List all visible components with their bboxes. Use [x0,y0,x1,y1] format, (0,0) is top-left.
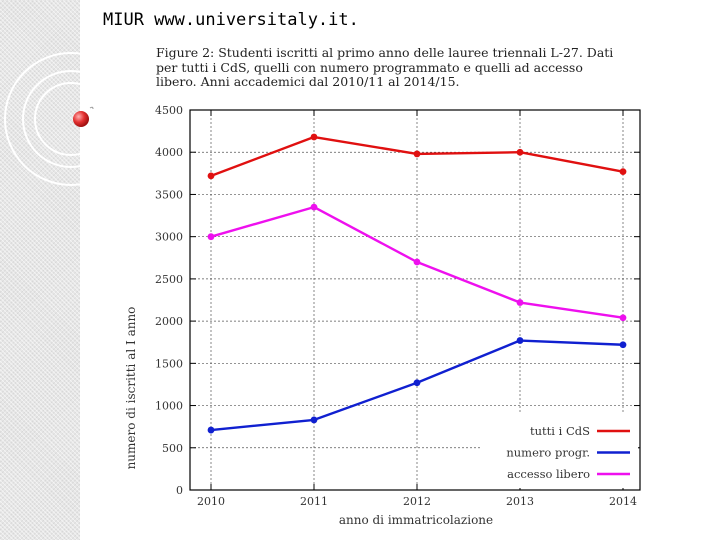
plot-frame [189,109,641,491]
x-tick-label: 2012 [403,495,431,508]
y-tick-label: 2500 [155,273,183,286]
data-point-accesso-libero [207,233,215,241]
data-point-numero-progr [207,426,215,434]
data-point-tutti-i-cds [619,168,627,176]
x-tick-label: 2011 [300,495,328,508]
x-tick-label: 2013 [506,495,534,508]
figure-caption: Figure 2: Studenti iscritti al primo ann… [156,45,614,90]
y-tick-label: 4000 [155,146,183,159]
y-tick-label: 1500 [155,357,183,370]
red-bullet-icon [73,111,89,127]
decorative-ring [4,52,138,186]
y-tick-label: 3500 [155,188,183,201]
data-point-numero-progr [516,337,524,344]
x-tick-label: 2014 [609,495,637,508]
data-point-accesso-libero [310,203,318,211]
decorative-ring [34,82,108,156]
slide-title: MIUR www.universitaly.it. [103,10,359,30]
data-point-tutti-i-cds [310,133,318,141]
data-point-numero-progr [413,379,421,387]
y-tick-label: 3000 [155,231,183,244]
y-tick-label: 500 [162,442,183,455]
data-point-tutti-i-cds [516,148,524,156]
data-point-accesso-libero [516,299,524,306]
data-point-numero-progr [310,416,318,424]
y-tick-label: 0 [176,484,183,497]
y-tick-label: 2000 [155,315,183,328]
x-tick-label: 2010 [197,495,225,508]
line-chart: numero di iscritti al I anno anno di imm… [124,104,641,527]
x-axis-label: anno di immatricolazione [339,513,493,527]
legend-label: numero progr. [506,446,590,460]
legend-label: tutti i CdS [530,424,590,438]
decorative-bullet [73,106,94,127]
legend-background [482,412,638,488]
data-point-tutti-i-cds [413,150,421,158]
y-tick-label: 4500 [155,104,183,117]
y-axis-label: numero di iscritti al I anno [124,307,138,470]
data-point-accesso-libero [413,258,421,266]
legend-label: accesso libero [507,467,590,481]
data-point-numero-progr [619,341,627,349]
data-point-tutti-i-cds [207,172,215,180]
data-point-accesso-libero [619,314,627,322]
y-tick-label: 1000 [155,400,183,413]
slide-sidebar-decoration [0,0,138,540]
decorative-ring [22,70,120,168]
